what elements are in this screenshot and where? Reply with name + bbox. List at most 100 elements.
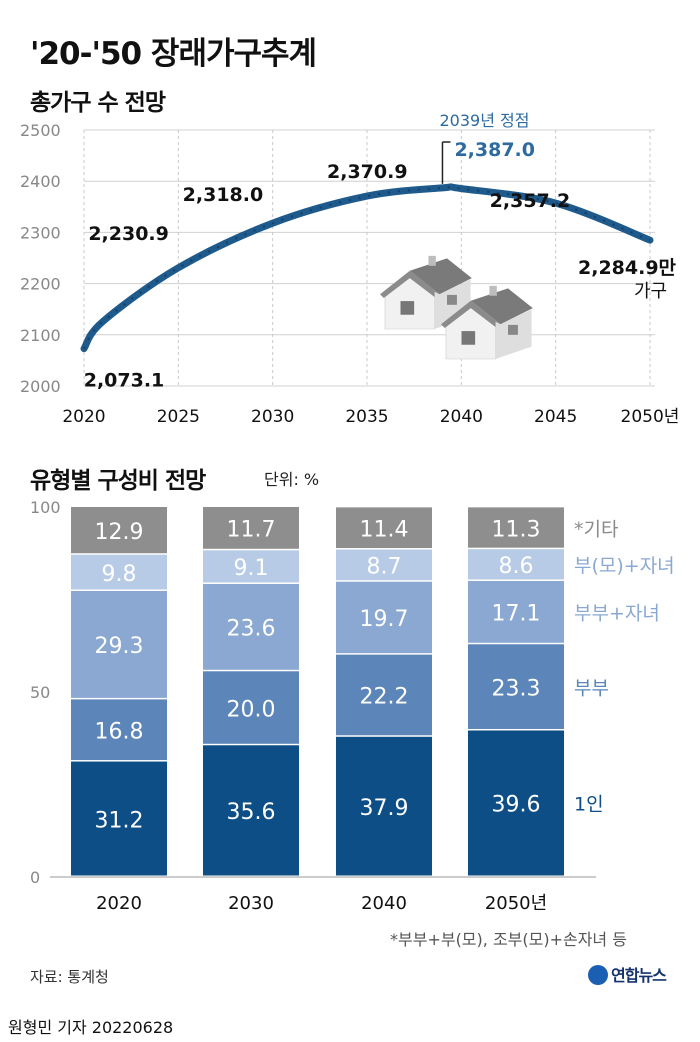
bar-value-label: 37.9 [360, 796, 409, 821]
house-window [508, 324, 518, 335]
bar-segment [468, 730, 564, 876]
bar-segment [203, 583, 299, 670]
x-tick-label: 2030 [251, 407, 294, 427]
bar-value-label: 39.6 [492, 793, 541, 818]
page-title: '20-'50 장래가구추계 [30, 36, 317, 72]
y-tick-label: 2200 [20, 275, 61, 294]
bar-value-label: 31.2 [95, 808, 144, 833]
peak-caption: 2039년 정점 [439, 112, 529, 130]
house-icon [441, 285, 533, 360]
x-tick-label: 2050년 [485, 893, 547, 914]
line-chart: 2000 2100 2200 2300 2400 2500 2020 2025 2030 2035… [20, 112, 680, 427]
footnote: *부부+부(모), 조부(모)+손자녀 등 [390, 930, 627, 949]
house-chimney [428, 255, 436, 266]
bar-value-label: 20.0 [227, 697, 276, 722]
x-tick-label: 2050년 [621, 407, 680, 427]
house-window [461, 331, 476, 345]
house-window [400, 301, 415, 315]
stacked-bar-chart: 0 50 100 31.2 16.8 29.3 9.8 12.9 2020 35.6 20.0 23.… [30, 498, 675, 914]
legend-label: 1인 [574, 794, 604, 816]
data-label: 2,284.9만 [578, 257, 677, 279]
bar-segment [203, 745, 299, 876]
house-chimney [489, 285, 497, 296]
bar-segment [71, 507, 167, 554]
bar-segment [336, 654, 432, 736]
house-roof-side [409, 258, 472, 295]
x-tick-label: 2045 [534, 407, 577, 427]
bar-segment [468, 549, 564, 580]
bar-segment [203, 671, 299, 744]
legend-label: 부부 [574, 677, 609, 699]
bar-value-label: 11.7 [227, 518, 276, 543]
y-tick-label: 100 [30, 498, 61, 517]
bar-segment [336, 507, 432, 549]
series-line-texture [83, 185, 651, 350]
bar-segment [203, 507, 299, 549]
y-tick-label: 0 [30, 868, 40, 887]
bar-segment [468, 507, 564, 548]
y-tick-label: 2100 [20, 326, 61, 345]
bar-value-label: 9.1 [234, 556, 269, 581]
bar-segment [71, 761, 167, 876]
bar-segment [336, 736, 432, 876]
house-roof [441, 300, 501, 328]
bar-segment [71, 590, 167, 698]
bar-segment [336, 581, 432, 654]
publisher-logo: 연합뉴스 [588, 962, 667, 987]
bar-value-label: 23.6 [227, 617, 276, 642]
x-tick-label: 2040 [361, 893, 407, 914]
data-label: 2,073.1 [84, 370, 165, 392]
unit-label: 가구 [634, 281, 667, 302]
bar-value-label: 23.3 [492, 676, 541, 701]
house-roof [380, 270, 440, 298]
bar-value-label: 8.7 [367, 555, 402, 580]
source-note: 자료: 통계청 [30, 968, 109, 986]
y-tick-label: 2400 [20, 172, 61, 191]
bar-segment [336, 549, 432, 581]
x-tick-label: 2030 [228, 893, 274, 914]
bar-chart-title: 유형별 구성비 전망 [30, 468, 206, 494]
x-tick-label: 2020 [96, 893, 142, 914]
y-tick-label: 2000 [20, 377, 61, 396]
bar-segment [468, 581, 564, 643]
data-label: 2,370.9 [327, 161, 408, 183]
line-chart-title: 총가구 수 전망 [30, 90, 166, 116]
bar-value-label: 9.8 [102, 562, 137, 587]
legend-label: *기타 [574, 518, 618, 540]
bar-chart-unit: 단위: % [264, 470, 320, 489]
legend-label: 부부+자녀 [574, 603, 660, 625]
x-tick-label: 2035 [345, 407, 388, 427]
logo-icon [588, 964, 608, 985]
bar-value-label: 22.2 [360, 685, 409, 710]
byline: 원형민 기자 20220628 [8, 1018, 174, 1037]
y-tick-label: 50 [30, 683, 50, 702]
bar-value-label: 8.6 [499, 554, 534, 579]
bar-segment [203, 550, 299, 583]
data-label: 2,230.9 [88, 223, 169, 245]
bar-segment [468, 644, 564, 729]
data-label: 2,387.0 [454, 139, 535, 161]
y-tick-label: 2300 [20, 223, 61, 242]
data-label: 2,357.2 [490, 190, 571, 212]
logo-text: 연합뉴스 [611, 966, 667, 985]
bar-segment [71, 699, 167, 761]
bar-segment [71, 554, 167, 590]
bar-value-label: 16.8 [95, 719, 144, 744]
house-roof-side [470, 288, 533, 325]
bar-value-label: 29.3 [95, 634, 144, 659]
house-window [447, 294, 457, 305]
house-icon [380, 255, 472, 330]
legend-label: 부(모)+자녀 [574, 555, 675, 577]
bar-value-label: 19.7 [360, 607, 409, 632]
houses-illustration [380, 255, 533, 360]
bar-value-label: 11.4 [360, 517, 409, 542]
y-tick-label: 2500 [20, 121, 61, 140]
x-tick-label: 2020 [62, 407, 105, 427]
bar-value-label: 12.9 [95, 520, 144, 545]
x-tick-label: 2025 [157, 407, 200, 427]
data-label: 2,318.0 [183, 184, 264, 206]
bar-value-label: 35.6 [227, 800, 276, 825]
bar-value-label: 11.3 [492, 517, 541, 542]
bar-value-label: 17.1 [492, 602, 541, 627]
